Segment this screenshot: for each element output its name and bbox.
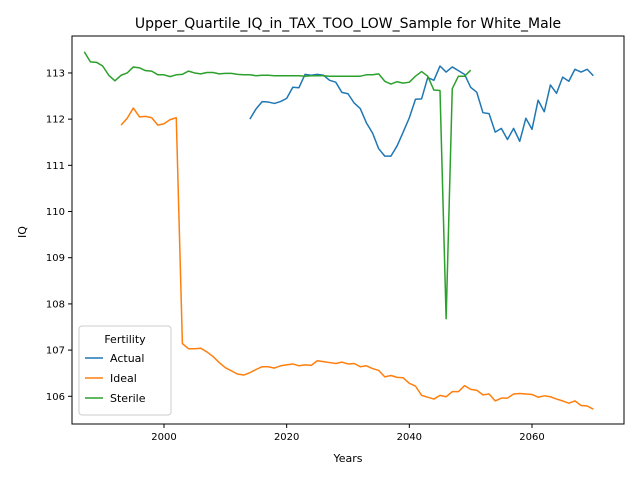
y-tick-label: 113 xyxy=(46,68,65,79)
plot-area: 2000 2020 2040 2060 106 107 108 109 110 111 112 11… xyxy=(46,35,625,443)
y-tick-label: 109 xyxy=(46,253,65,264)
y-axis-label: IQ xyxy=(16,226,29,238)
y-tick-label: 108 xyxy=(46,299,65,310)
x-tick-label: 2040 xyxy=(397,432,422,443)
legend-label-sterile: Sterile xyxy=(110,392,146,405)
y-tick-label: 112 xyxy=(46,115,65,126)
y-tick-label: 106 xyxy=(46,392,65,403)
series-line-actual xyxy=(249,65,594,157)
series-layer xyxy=(83,51,594,410)
legend-entries: Actual Ideal Sterile xyxy=(85,352,146,405)
y-axis: 106 107 108 109 110 111 112 113 xyxy=(46,68,72,403)
series-line-ideal xyxy=(120,107,594,410)
series-line-sterile xyxy=(83,51,472,320)
x-axis-label: Years xyxy=(332,452,362,465)
legend-box xyxy=(78,325,172,416)
legend: Fertility Actual Ideal Sterile xyxy=(78,325,172,416)
y-tick-label: 111 xyxy=(46,161,65,172)
x-tick-label: 2020 xyxy=(274,432,299,443)
chart-title: Upper_Quartile_IQ_in_TAX_TOO_LOW_Sample … xyxy=(135,16,561,32)
y-tick-label: 107 xyxy=(46,346,65,357)
x-tick-label: 2060 xyxy=(519,432,544,443)
y-tick-label: 110 xyxy=(46,207,65,218)
legend-label-ideal: Ideal xyxy=(110,372,137,385)
x-tick-label: 2000 xyxy=(151,432,176,443)
x-axis: 2000 2020 2040 2060 xyxy=(151,424,545,443)
legend-title: Fertility xyxy=(104,333,146,346)
legend-label-actual: Actual xyxy=(110,352,144,365)
plot-frame xyxy=(71,35,625,425)
